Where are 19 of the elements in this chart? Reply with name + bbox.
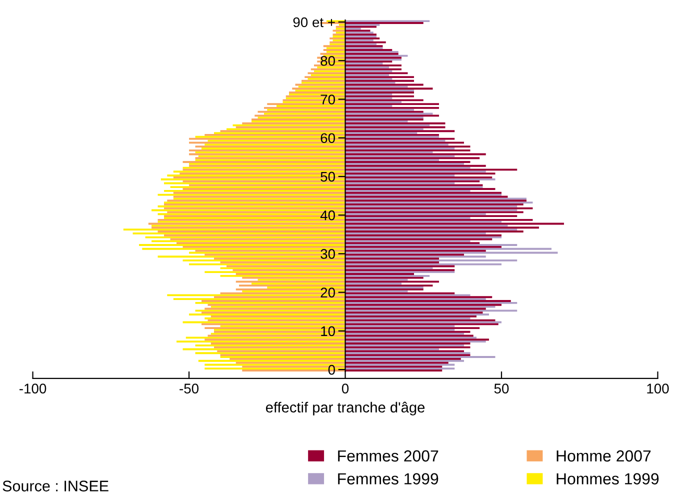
y-tick-label: 80 bbox=[320, 56, 335, 66]
source-note: Source : INSEE bbox=[2, 480, 108, 492]
x-axis-title: effectif par tranche d'âge bbox=[266, 402, 425, 416]
legend-label: Femmes 1999 bbox=[338, 473, 438, 484]
legend-label: Femmes 2007 bbox=[338, 450, 438, 462]
x-tick-label: -100 bbox=[20, 384, 46, 394]
y-tick-label: 20 bbox=[320, 288, 335, 298]
legend-label: Homme 2007 bbox=[556, 450, 651, 462]
x-tick-label: 100 bbox=[647, 384, 669, 394]
y-tick-label: 70 bbox=[320, 94, 335, 104]
x-tick-label: 50 bbox=[494, 384, 509, 394]
x-tick-label: 0 bbox=[342, 384, 349, 394]
x-tick-label: -50 bbox=[180, 384, 199, 394]
y-tick-label: 40 bbox=[320, 210, 335, 220]
legend-label: Hommes 1999 bbox=[556, 473, 659, 484]
y-tick-label: 10 bbox=[321, 326, 335, 336]
y-tick-label: 50 bbox=[320, 172, 335, 182]
y-tick-label: 60 bbox=[320, 133, 335, 144]
y-tick-label: 30 bbox=[320, 249, 335, 259]
